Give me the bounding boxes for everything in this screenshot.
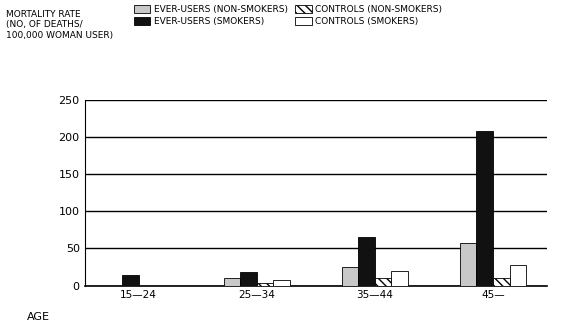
Text: MORTALITY RATE
(NO, OF DEATHS/
100,000 WOMAN USER): MORTALITY RATE (NO, OF DEATHS/ 100,000 W… (6, 10, 113, 40)
Text: AGE: AGE (27, 311, 50, 322)
Bar (460, 243, 477, 286)
Bar (391, 271, 408, 286)
Bar (224, 278, 240, 286)
Legend: EVER-USERS (NON-SMOKERS), EVER-USERS (SMOKERS), CONTROLS (NON-SMOKERS), CONTROLS: EVER-USERS (NON-SMOKERS), EVER-USERS (SM… (134, 5, 442, 26)
Bar (342, 267, 358, 286)
Bar (274, 280, 290, 286)
Bar (358, 237, 375, 286)
Bar (257, 283, 274, 286)
Bar (240, 272, 257, 286)
Bar (122, 275, 139, 286)
Bar (375, 278, 391, 286)
Bar (493, 278, 509, 286)
Bar (477, 131, 493, 286)
Bar (509, 265, 526, 286)
